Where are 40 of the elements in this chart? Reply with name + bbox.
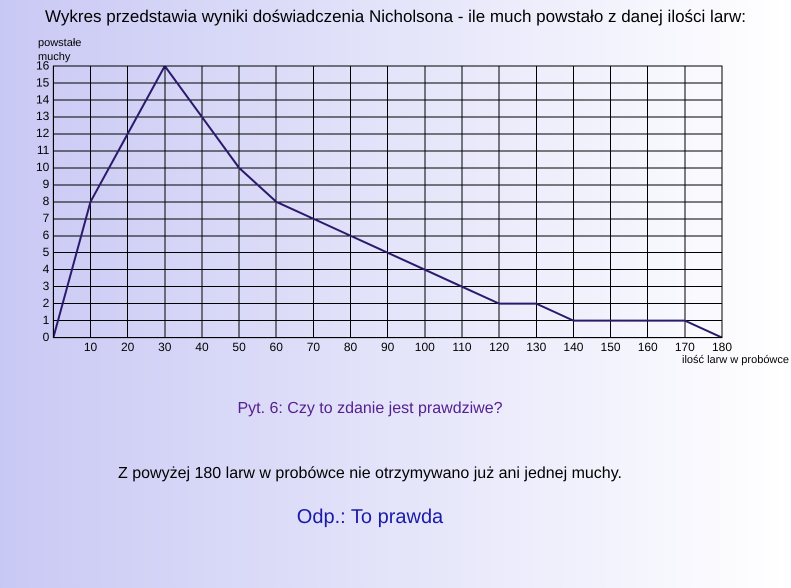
text: Z powyżej 180 larw w probówce nie otrzymywano już ani jednej muchy. bbox=[117, 465, 623, 483]
x-tick-label: 60 bbox=[270, 340, 284, 354]
y-tick-label: 10 bbox=[36, 160, 50, 174]
x-tick-label: 180 bbox=[712, 340, 732, 354]
x-tick-label: 120 bbox=[489, 340, 510, 354]
y-tick-label: 6 bbox=[42, 228, 50, 242]
x-tick-label: 80 bbox=[344, 340, 358, 354]
y-tick-label: 13 bbox=[36, 109, 50, 124]
x-tick-label: 150 bbox=[600, 340, 621, 354]
y-tick-label: 4 bbox=[42, 262, 50, 276]
x-tick-label: 140 bbox=[563, 340, 584, 354]
y-tick-label: 14 bbox=[36, 92, 50, 106]
x-tick-label: 170 bbox=[674, 340, 696, 354]
y-axis-title: powstałe muchy bbox=[38, 36, 82, 63]
x-tick-label: 70 bbox=[306, 340, 320, 354]
y-tick-label: 1 bbox=[42, 312, 50, 327]
y-tick-label: 0 bbox=[42, 330, 50, 344]
y-tick-label: 7 bbox=[42, 211, 50, 226]
x-tick-label: 110 bbox=[452, 340, 472, 354]
x-tick-label: 90 bbox=[380, 340, 395, 354]
x-axis-title: ilość larw w probówce bbox=[682, 354, 789, 366]
y-tick-label: 2 bbox=[42, 296, 50, 310]
x-tick-label: 20 bbox=[120, 340, 135, 354]
y-tick-label: 15 bbox=[36, 75, 50, 90]
x-tick-label: 50 bbox=[232, 340, 246, 354]
x-tick-label: 30 bbox=[158, 340, 172, 354]
y-tick-label: 5 bbox=[42, 245, 50, 260]
y-tick-label: 12 bbox=[36, 126, 50, 140]
x-tick-label: 10 bbox=[84, 340, 98, 354]
x-tick-label: 160 bbox=[638, 340, 658, 354]
x-tick-label: 40 bbox=[195, 340, 209, 354]
text: Pyt. 6: Czy to zdanie jest prawdziwe? bbox=[236, 400, 504, 418]
chart-title: Wykres przedstawia wyniki doświadczenia Nicholsona - ile much powstało z danej ilości larw: bbox=[44, 7, 747, 27]
y-tick-label: 11 bbox=[36, 143, 50, 158]
y-tick-label: 9 bbox=[42, 177, 50, 192]
text: Odp.: To prawda bbox=[296, 506, 444, 529]
x-tick-label: 100 bbox=[414, 340, 436, 354]
y-tick-label: 3 bbox=[42, 278, 50, 293]
x-tick-label: 130 bbox=[526, 340, 547, 354]
y-tick-label: 8 bbox=[42, 194, 50, 208]
